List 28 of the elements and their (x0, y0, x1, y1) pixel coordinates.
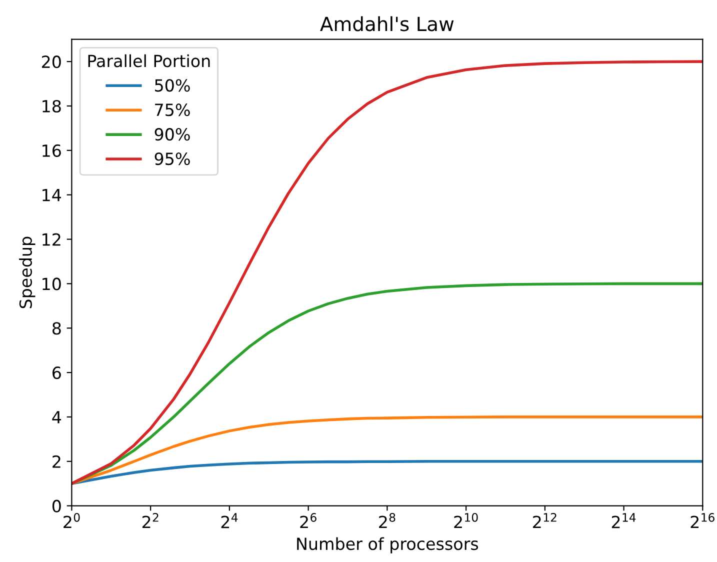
legend-title: Parallel Portion (88, 54, 210, 68)
y-tick-label: 12 (42, 233, 60, 246)
x-tick-label: 2$^{2}$ (142, 513, 158, 528)
chart-title: Amdahl's Law (320, 16, 454, 32)
x-tick-label: 2$^{10}$ (454, 513, 478, 528)
y-tick-label: 16 (42, 144, 61, 157)
legend-label: 50% (155, 79, 190, 92)
y-tick-label: 10 (42, 278, 61, 290)
x-tick-label: 2$^{8}$ (379, 513, 396, 528)
y-tick-label: 14 (42, 189, 62, 202)
y-tick-label: 0 (52, 500, 61, 512)
x-tick-label: 2$^{0}$ (64, 513, 80, 528)
legend-label: 90% (154, 128, 190, 141)
x-tick-label: 2$^{12}$ (533, 513, 556, 528)
y-tick-label: 18 (42, 100, 61, 113)
y-tick-label: 4 (52, 411, 62, 424)
y-tick-label: 8 (52, 322, 61, 335)
x-tick-label: 2$^{6}$ (300, 513, 316, 528)
legend-label: 95% (154, 152, 190, 166)
x-axis-title: Number of processors (297, 537, 478, 554)
y-tick-label: 20 (42, 56, 61, 68)
y-axis-title: Speedup (19, 236, 36, 308)
x-tick-label: 2$^{14}$ (612, 513, 636, 528)
x-tick-label: 2$^{16}$ (690, 513, 714, 528)
y-tick-label: 2 (52, 455, 60, 468)
y-tick-label: 6 (52, 366, 61, 380)
legend-label: 75% (155, 104, 190, 116)
x-tick-label: 2$^{4}$ (221, 513, 238, 528)
